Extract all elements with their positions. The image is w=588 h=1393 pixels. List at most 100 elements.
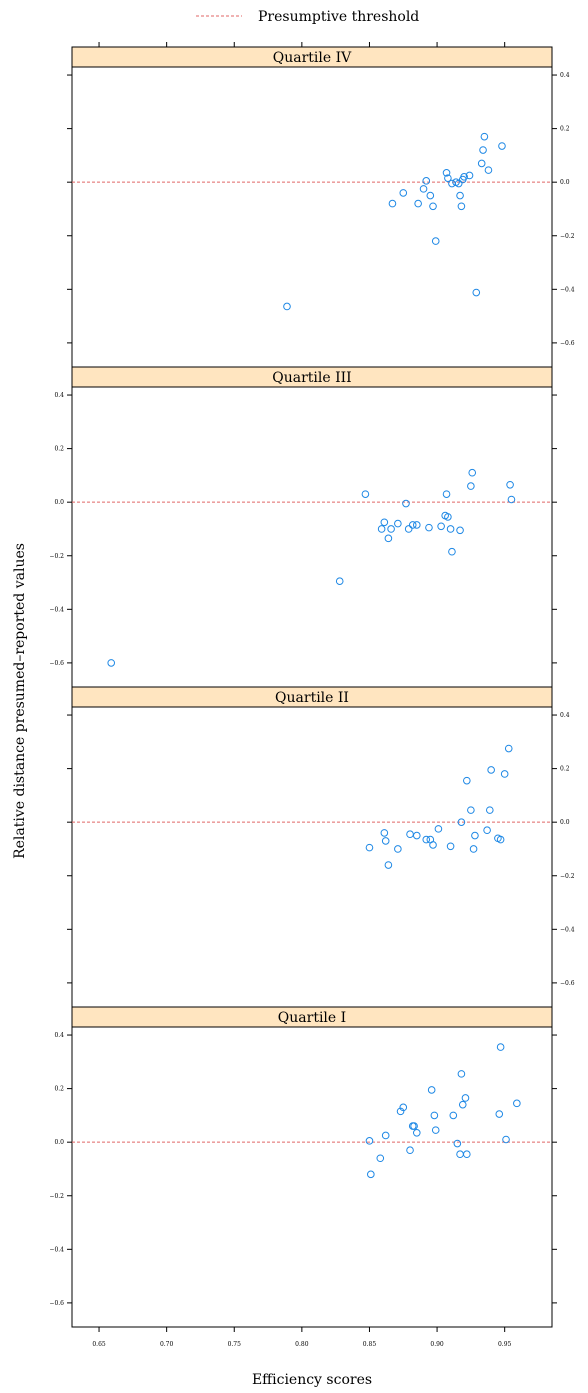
data-point — [367, 1170, 375, 1179]
data-point — [376, 1154, 385, 1163]
data-point — [431, 237, 440, 245]
data-point — [448, 179, 456, 188]
data-point — [507, 495, 516, 504]
data-point — [410, 1122, 418, 1130]
panels: Quartile IV0.40.20.0−0.2−0.4−0.6Quartile… — [49, 46, 575, 1328]
data-point — [477, 159, 486, 168]
x-tick-label: 0.80 — [295, 1341, 309, 1348]
data-point — [502, 1135, 510, 1144]
panel-1: Quartile IV 0.4 0.2 0.0 −0.2 −0.4 −0.6 — [67, 46, 575, 368]
y-tick-label: 0.2 — [560, 766, 570, 773]
data-point — [399, 1103, 408, 1112]
data-point — [388, 199, 397, 208]
y-tick-label: −0.4 — [49, 1246, 64, 1253]
data-point — [381, 1131, 390, 1140]
panel-frame — [71, 706, 553, 1008]
y-tick-label: −0.4 — [560, 926, 575, 933]
data-point — [453, 1139, 462, 1148]
panel-title: Quartile II — [275, 690, 349, 706]
data-point — [412, 521, 421, 529]
panel-title: Quartile I — [278, 1010, 346, 1026]
data-point — [422, 835, 431, 844]
data-point — [396, 1107, 405, 1116]
panel-title: Quartile IV — [273, 50, 352, 66]
outer-axes: 0.65 0.70 0.75 0.80 0.85 0.90 0.95 — [92, 42, 512, 1348]
data-point — [472, 288, 481, 297]
data-point — [446, 525, 455, 533]
data-point — [283, 302, 291, 311]
data-point — [449, 1111, 458, 1120]
panel-frame — [71, 386, 553, 688]
data-point — [434, 825, 443, 833]
data-point — [456, 1150, 464, 1159]
y-tick-label: −0.6 — [49, 660, 64, 667]
data-point — [429, 841, 437, 849]
data-point — [498, 142, 506, 150]
data-point — [107, 659, 116, 667]
data-point — [404, 525, 413, 533]
data-point — [384, 534, 393, 543]
data-point — [448, 547, 456, 556]
data-point — [461, 1094, 470, 1102]
y-tick-label: −0.2 — [49, 1193, 64, 1200]
y-tick-label: −0.4 — [560, 286, 575, 293]
x-tick-label: 0.90 — [430, 1341, 444, 1348]
panel-frame — [71, 1026, 553, 1328]
data-point — [425, 523, 433, 532]
data-point — [444, 174, 452, 182]
data-point — [467, 806, 475, 814]
y-tick-label: 0.0 — [560, 179, 570, 186]
data-point — [444, 513, 452, 521]
data-point — [457, 1070, 466, 1078]
data-point — [380, 829, 389, 837]
data-point — [365, 843, 374, 852]
data-point — [422, 177, 431, 185]
y-tick-label: 0.0 — [560, 819, 570, 826]
y-tick-label: 0.0 — [54, 1139, 64, 1146]
data-point — [361, 490, 370, 498]
data-point — [381, 837, 390, 845]
data-point — [486, 806, 494, 814]
data-point — [426, 191, 435, 200]
data-point — [479, 146, 487, 154]
data-point — [430, 1111, 439, 1120]
y-tick-label: −0.6 — [560, 340, 575, 347]
data-point — [463, 1150, 471, 1159]
data-point — [365, 1137, 374, 1145]
data-point — [412, 831, 421, 840]
data-point — [384, 861, 393, 869]
data-point — [495, 1110, 504, 1118]
panel-strip — [71, 366, 553, 388]
data-point — [406, 1146, 414, 1155]
data-point — [457, 202, 466, 211]
data-point — [446, 842, 455, 851]
data-point — [454, 179, 463, 188]
data-point — [458, 1100, 467, 1109]
data-point — [429, 202, 437, 211]
panel-2: Quartile III 0.4 0.2 0.0 −0.2 −0.4 −0.6 — [49, 366, 557, 688]
panel-3: Quartile II 0.4 0.2 0.0 −0.2 −0.4 −0.6 — [67, 686, 575, 1008]
y-tick-label: 0.4 — [560, 72, 570, 79]
y-tick-label: −0.2 — [560, 873, 575, 880]
data-point — [380, 518, 389, 527]
y-tick-label: −0.4 — [49, 606, 64, 613]
data-point — [402, 499, 410, 508]
data-point — [335, 577, 344, 585]
data-point — [500, 770, 509, 778]
y-tick-label: −0.2 — [560, 233, 575, 240]
data-point — [484, 166, 493, 174]
y-tick-label: 0.4 — [560, 712, 570, 719]
data-point — [427, 1086, 436, 1094]
data-point — [414, 199, 422, 208]
y-tick-label: 0.2 — [54, 1086, 64, 1093]
data-point — [442, 490, 451, 498]
x-axis-label: Efficiency scores — [252, 1372, 372, 1388]
y-tick-label: −0.6 — [560, 980, 575, 987]
data-point — [504, 744, 513, 753]
data-point — [456, 191, 464, 200]
data-point — [487, 766, 495, 774]
data-point — [394, 845, 402, 853]
x-tick-label: 0.85 — [363, 1341, 377, 1348]
data-point — [496, 835, 505, 844]
